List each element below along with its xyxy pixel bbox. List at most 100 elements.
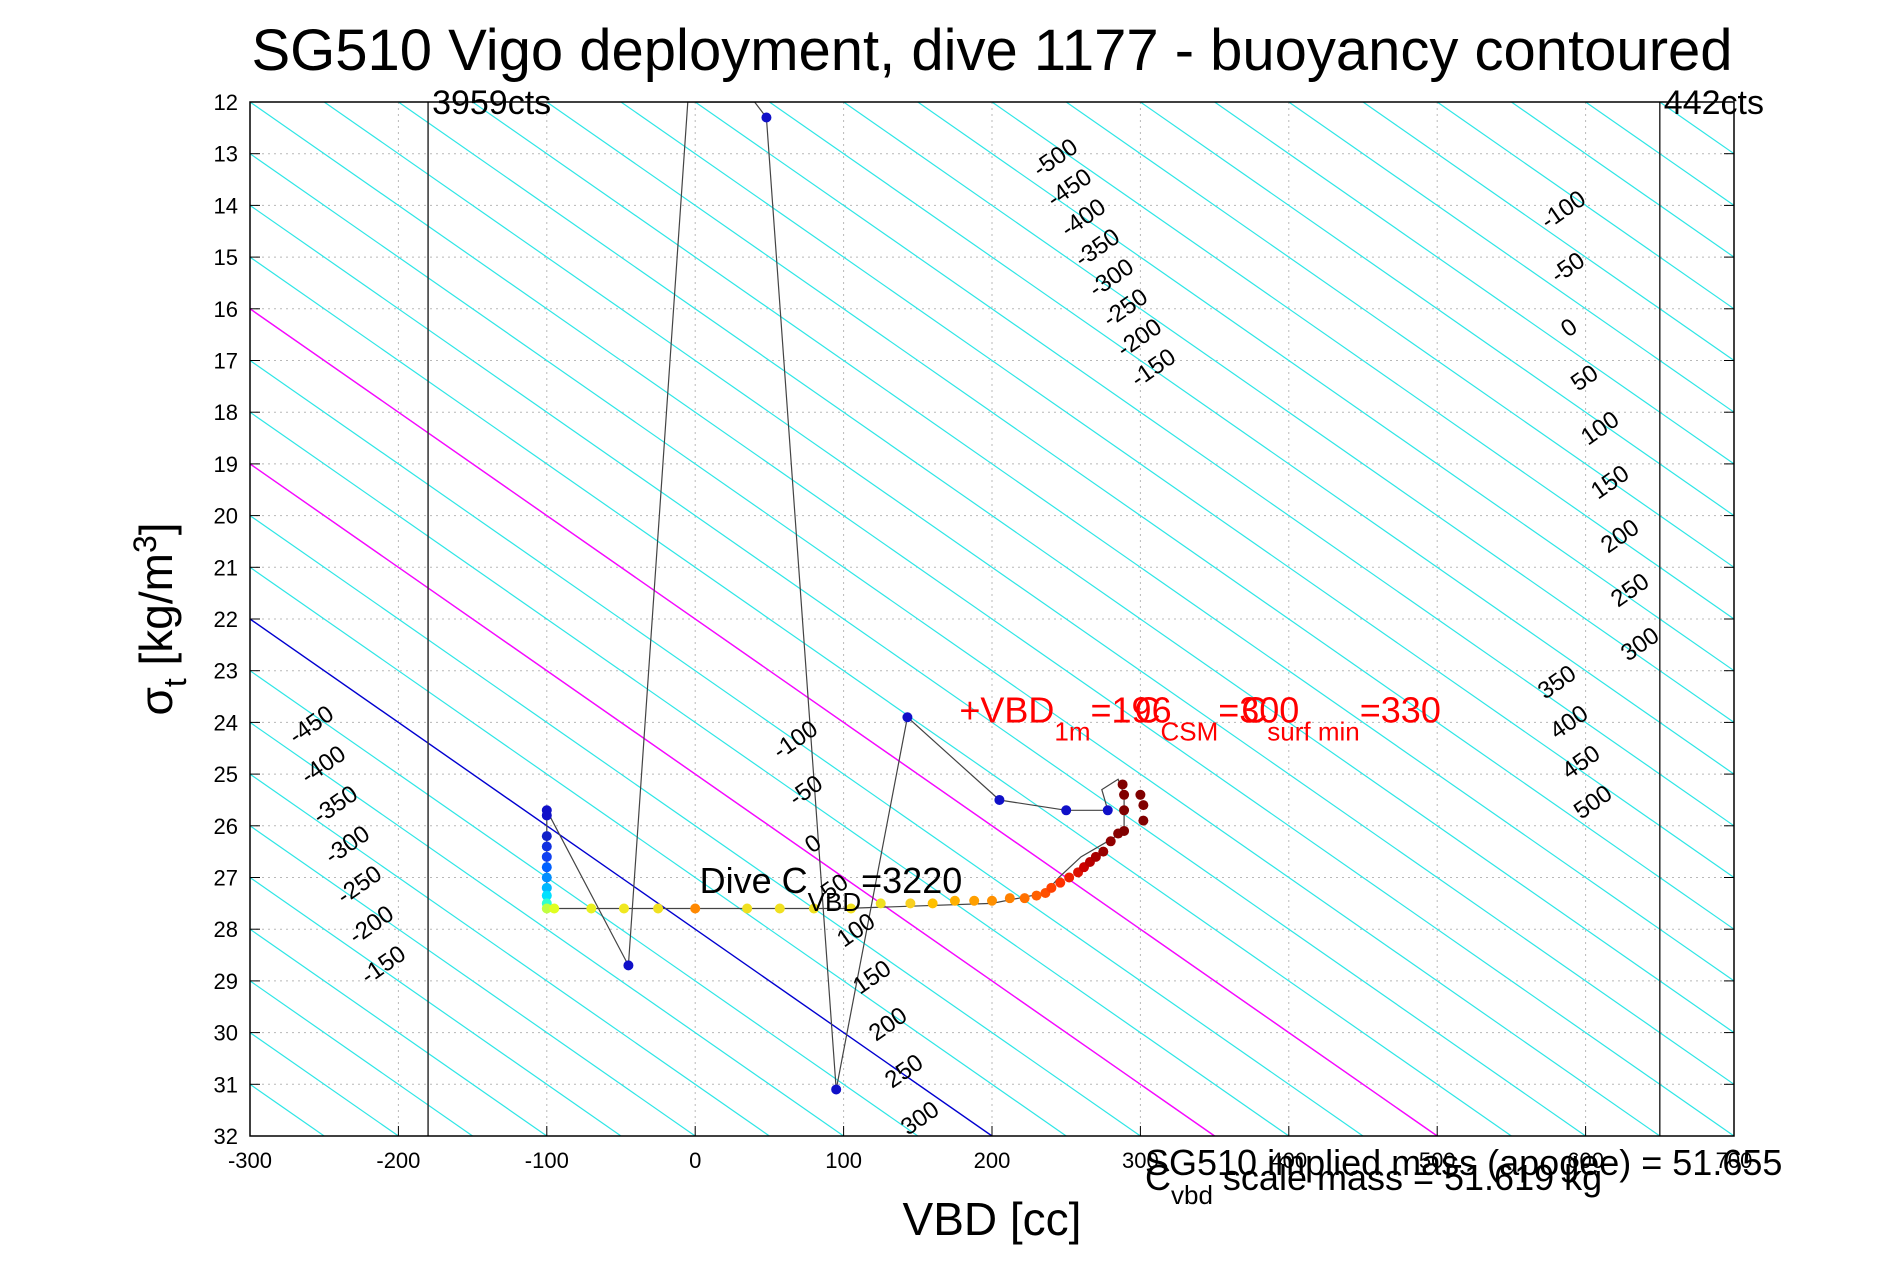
buoyancy-contour-cyan [1140,102,1734,517]
buoyancy-contour-cyan [250,152,1661,1136]
plot-annotation: +VBD1m=196 [959,689,1171,746]
profile-point [1119,805,1130,816]
profile-point [1061,805,1072,816]
buoyancy-contour-cyan [694,102,1734,827]
y-tick-label: 18 [214,400,238,425]
profile-point [549,903,560,914]
profile-point [541,862,552,873]
buoyancy-contour-cyan [250,825,696,1136]
buoyancy-contour-cyan [250,204,1586,1136]
x-tick-label: 100 [825,1148,862,1173]
profile-point [742,903,753,914]
profile-point [541,851,552,862]
buoyancy-contour-cyan [472,102,1734,982]
buoyancy-contour-cyan [843,102,1734,724]
y-tick-label: 13 [214,142,238,167]
y-tick-label: 30 [214,1021,238,1046]
profile-point [1019,893,1030,904]
profile-point [653,903,664,914]
buoyancy-contour-cyan [769,102,1734,775]
x-tick-label: 500 [1419,1148,1456,1173]
profile-point [541,890,552,901]
plot-annotation: CCSM=300 [1134,689,1299,746]
y-tick-label: 25 [214,762,238,787]
profile-point [1046,882,1057,893]
profile-point [1031,890,1042,901]
profile-point [623,960,634,971]
profile-point [875,898,886,909]
profile-point [586,903,597,914]
y-tick-label: 29 [214,969,238,994]
buoyancy-contour-cyan [250,669,919,1136]
y-tick-label: 15 [214,245,238,270]
neutral-buoyancy-contour [250,618,993,1136]
buoyancy-contour-cyan [250,928,548,1136]
buoyancy-contour-cyan [250,514,1141,1136]
plot-annotation: Dive CVBD=3220 [700,860,963,917]
x-tick-label: 400 [1270,1148,1307,1173]
profile-point [987,895,997,906]
buoyancy-contour-cyan [546,102,1734,930]
buoyancy-contour-cyan [250,256,1512,1136]
buoyancy-contour-cyan [250,566,1067,1136]
y-tick-label: 26 [214,814,238,839]
buoyancy-contour-cyan [250,876,622,1136]
x-tick-label: -300 [228,1148,272,1173]
profile-point [1138,800,1149,811]
contour-layer [250,102,1734,1136]
y-tick-label: 27 [214,866,238,891]
vbd-limit-label: 3959cts [432,84,551,122]
buoyancy-contour-cyan [1214,102,1734,465]
buoyancy-contour-cyan [1362,102,1734,362]
y-tick-label: 28 [214,917,238,942]
buoyancy-contour-cyan [991,102,1734,620]
y-ticks: 12 13 14 15 16 17 18 19 20 21 22 23 24 25 26 27 28 29 30 31… [214,90,1734,1149]
buoyancy-contour-cyan [250,773,770,1136]
x-tick-label: 0 [689,1148,701,1173]
profile-point [1119,825,1130,836]
buoyancy-contour-cyan [250,102,1734,1136]
profile-point [1119,789,1130,800]
implied-mass-text: SG510 implied mass (apogee) = 51.655 [1145,1142,1782,1183]
profile-point [541,882,552,893]
profile-point [1102,805,1113,816]
profile-point [1055,877,1066,888]
profile-point [905,898,916,909]
buoyancy-contour-cyan [620,102,1734,879]
profile-point [541,841,552,852]
y-tick-label: 31 [214,1072,238,1097]
y-tick-label: 21 [214,555,238,580]
x-tick-label: 700 [1716,1148,1753,1173]
profile-point [541,903,552,914]
profile-point [690,903,701,914]
profile-point [969,895,980,906]
profile-point [541,831,552,842]
profile-point-layer [541,112,1149,1095]
profile-point [1090,851,1101,862]
buoyancy-contour-cyan [1288,102,1734,413]
profile-point [1135,789,1146,800]
profile-point [902,712,913,723]
profile-point [927,898,938,909]
profile-point [618,903,629,914]
y-tick-label: 19 [214,452,238,477]
profile-point [949,895,960,906]
profile-point [1105,836,1116,847]
profile-point [994,794,1005,805]
y-tick-label: 24 [214,710,238,735]
csm-contour-magenta [250,463,1216,1136]
y-tick-label: 17 [214,349,238,374]
profile-point [831,1084,842,1095]
buoyancy-contour-cyan [250,411,1290,1136]
y-tick-label: 23 [214,659,238,684]
x-tick-label: 200 [974,1148,1011,1173]
y-tick-label: 12 [214,90,238,115]
y-tick-label: 22 [214,607,238,632]
y-tick-label: 20 [214,504,238,529]
x-tick-label: -200 [376,1148,420,1173]
profile-point [1098,846,1109,857]
x-tick-label: 600 [1567,1148,1604,1173]
x-ticks: -300 -200 -100 0 100 200 300 400 500 600 700 [228,1126,1752,1173]
buoyancy-contour-cyan [250,359,1364,1136]
buoyancy-contour-cyan [250,721,844,1136]
